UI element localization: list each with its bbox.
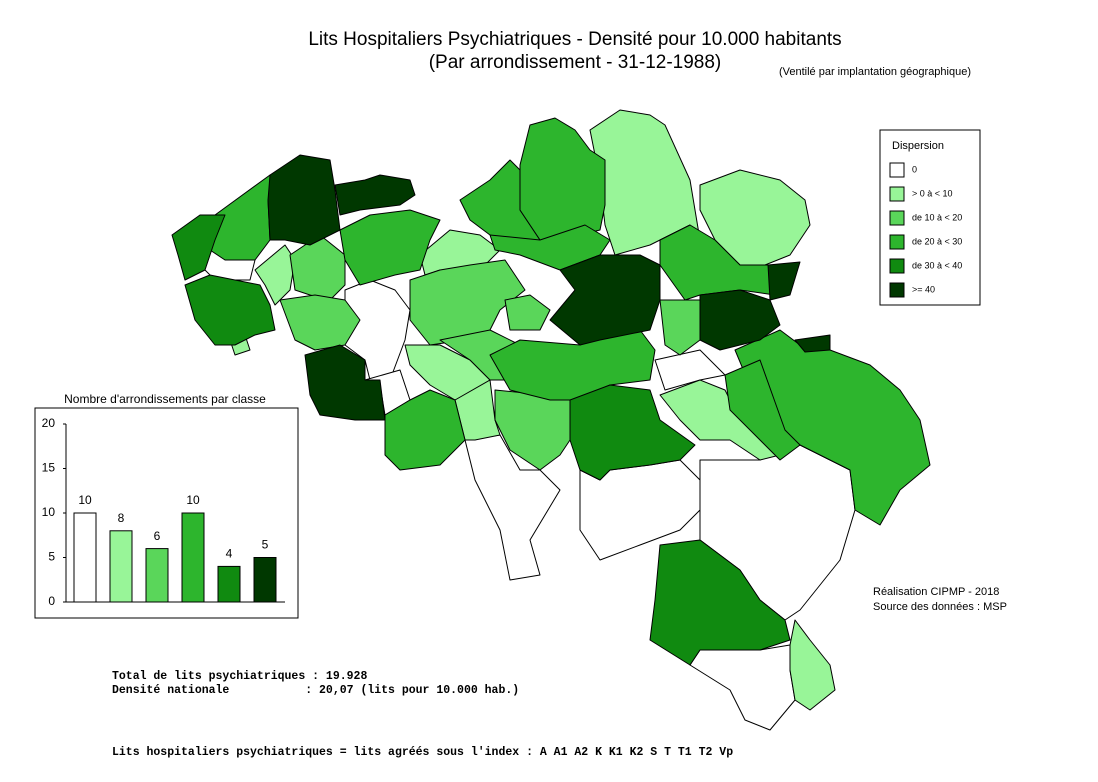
bar-chart: 0 5 10 15 20 10 8 6 10 4 5	[42, 416, 277, 608]
region	[279, 294, 361, 351]
region	[254, 244, 296, 306]
region	[489, 329, 656, 401]
region	[724, 359, 801, 461]
bar	[145, 548, 169, 603]
region	[304, 344, 386, 421]
total-line: Densité nationale : 20,07 (lits pour 10.…	[112, 684, 519, 697]
region	[339, 209, 441, 286]
region	[689, 644, 796, 731]
chart-title: Nombre d'arrondissements par classe	[64, 392, 266, 406]
note: (Ventilé par implantation géographique)	[779, 66, 971, 78]
credit: Réalisation CIPMP - 2018	[873, 586, 999, 598]
region	[549, 254, 661, 346]
data-label: 5	[262, 538, 269, 552]
data-label: 6	[154, 529, 161, 543]
legend-swatch	[889, 186, 905, 202]
legend-label: 0	[912, 164, 917, 174]
data-label: 4	[226, 547, 233, 561]
data-label: 10	[186, 493, 200, 507]
map	[171, 109, 931, 731]
region	[184, 274, 276, 346]
total-line: Total de lits psychiatriques : 19.928	[112, 670, 367, 683]
legend-swatch	[889, 258, 905, 274]
subtitle: (Par arrondissement - 31-12-1988)	[429, 52, 722, 73]
legend-label: de 30 à < 40	[912, 260, 962, 270]
y-tick-label: 0	[48, 594, 55, 608]
legend-swatch	[889, 234, 905, 250]
legend-label: >= 40	[912, 284, 935, 294]
region	[171, 214, 226, 281]
region	[767, 261, 801, 301]
region	[794, 334, 831, 353]
region	[384, 389, 466, 471]
region	[464, 434, 561, 581]
region	[649, 539, 791, 666]
footnote: Lits hospitaliers psychiatriques = lits …	[112, 746, 733, 759]
bar	[73, 512, 97, 603]
region	[654, 349, 726, 391]
bar	[217, 565, 241, 603]
region	[409, 259, 526, 346]
region	[699, 169, 811, 266]
region	[504, 294, 551, 331]
legend-label: > 0 à < 10	[912, 188, 953, 198]
region	[699, 289, 781, 351]
region	[519, 117, 606, 241]
legend-label: de 10 à < 20	[912, 212, 962, 222]
region	[334, 174, 416, 216]
data-label: 10	[78, 493, 92, 507]
region	[267, 154, 341, 246]
legend-label: de 20 à < 30	[912, 236, 962, 246]
credit: Source des données : MSP	[873, 601, 1007, 613]
y-tick-label: 15	[42, 461, 56, 475]
region	[289, 234, 346, 301]
y-tick-label: 20	[42, 416, 56, 430]
legend-swatch	[889, 282, 905, 298]
region	[344, 279, 411, 381]
bar	[181, 512, 205, 603]
region	[789, 619, 836, 711]
legend-title: Dispersion	[892, 140, 944, 152]
y-tick-label: 10	[42, 505, 56, 519]
region	[569, 384, 696, 481]
legend-swatch	[889, 210, 905, 226]
region	[659, 299, 701, 356]
title: Lits Hospitaliers Psychiatriques - Densi…	[308, 29, 841, 50]
bar	[109, 530, 133, 603]
legend: 0 > 0 à < 10 de 10 à < 20 de 20 à < 30 de 30…	[889, 162, 962, 298]
data-label: 8	[118, 511, 125, 525]
legend-swatch	[889, 162, 905, 178]
y-tick-label: 5	[48, 550, 55, 564]
bar	[253, 557, 277, 603]
